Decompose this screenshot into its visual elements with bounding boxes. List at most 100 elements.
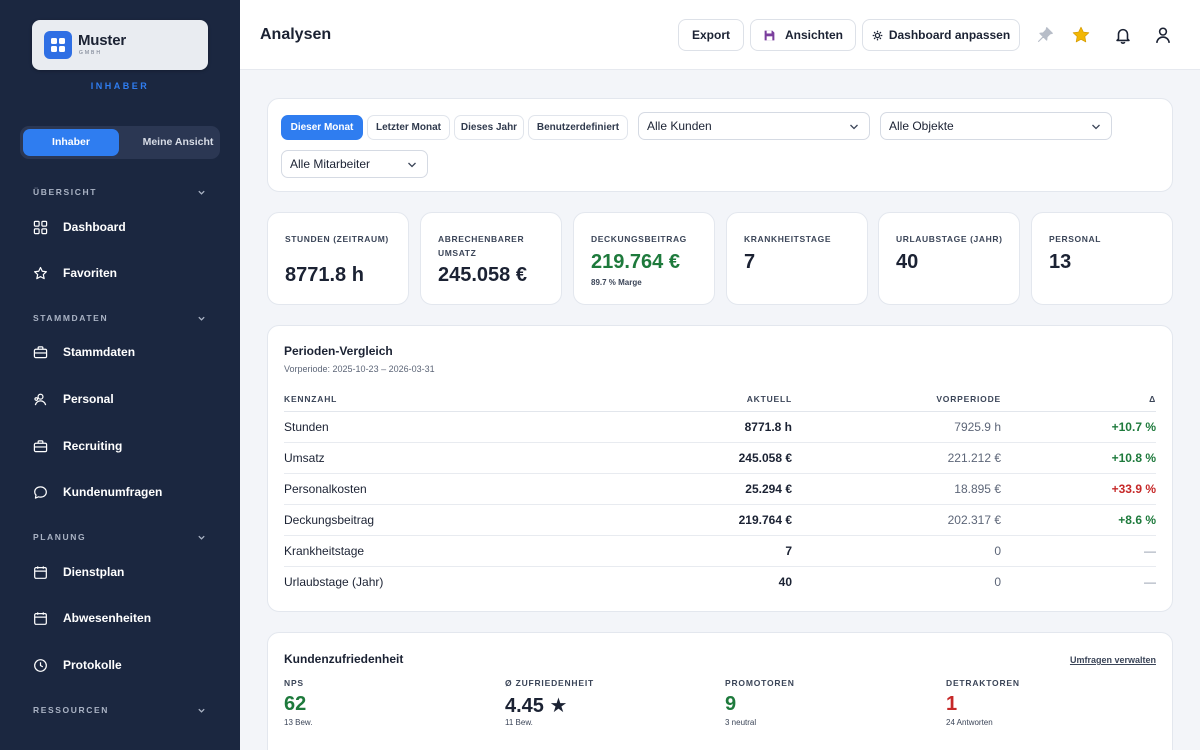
views-button[interactable]: Ansichten xyxy=(750,19,856,51)
nps-value: 62 xyxy=(284,693,307,715)
chevron-down-icon[interactable] xyxy=(197,314,206,323)
customize-button-label: Dashboard anpassen xyxy=(888,28,1011,42)
sidebar-item-kundenumfragen[interactable]: Kundenumfragen xyxy=(33,481,162,503)
kpi-value: 13 xyxy=(1049,251,1072,273)
period-chip-letzter-monat[interactable]: Letzter Monat xyxy=(367,115,450,140)
chevron-down-icon[interactable] xyxy=(197,533,206,542)
row-name: Urlaubstage (Jahr) xyxy=(284,574,384,589)
user-icon[interactable] xyxy=(1154,26,1172,44)
toggle-inhaber[interactable]: Inhaber xyxy=(23,129,119,156)
kpi-label: PERSONAL xyxy=(1049,234,1102,244)
chevron-down-icon xyxy=(850,124,858,130)
customer-select-value: Alle Kunden xyxy=(647,119,712,133)
row-delta: — xyxy=(1144,574,1156,589)
column-header-aktuell: AKTUELL xyxy=(584,387,792,412)
chevron-down-icon xyxy=(1092,124,1100,130)
top-bar: Analysen Export Ansichten Dashboard anpa… xyxy=(240,0,1200,70)
row-delta: +33.9 % xyxy=(1001,473,1156,505)
avg-satisfaction-value: 4.45 ★ xyxy=(505,695,568,717)
detractors-subtext: 24 Antworten xyxy=(946,718,993,727)
row-previous: 0 xyxy=(994,574,1001,589)
briefcase-icon xyxy=(33,439,48,452)
detractors-value: 1 xyxy=(946,693,958,715)
view-toggle: Inhaber Meine Ansicht xyxy=(20,126,220,159)
sidebar-item-dienstplan[interactable]: Dienstplan xyxy=(33,561,124,583)
kpi-label: ABRECHENBARER UMSATZ xyxy=(438,234,525,258)
sidebar-item-label: Dienstplan xyxy=(63,565,125,579)
star-outline-icon xyxy=(33,266,48,279)
bell-icon[interactable] xyxy=(1114,26,1132,44)
sidebar-item-label: Kundenumfragen xyxy=(63,485,163,499)
sidebar-item-protokolle[interactable]: Protokolle xyxy=(33,654,122,676)
chevron-down-icon[interactable] xyxy=(197,188,206,197)
sidebar-item-stammdaten[interactable]: Stammdaten xyxy=(33,341,135,363)
row-name: Deckungsbeitrag xyxy=(284,504,584,536)
row-delta: +10.8 % xyxy=(1001,442,1156,474)
employee-select-value: Alle Mitarbeiter xyxy=(290,157,371,171)
row-name: Personalkosten xyxy=(284,473,584,505)
avg-satisfaction-subtext: 11 Bew. xyxy=(505,718,533,727)
sidebar-item-label: Personal xyxy=(63,392,114,406)
column-header-kennzahl: KENNZAHL xyxy=(284,387,584,412)
sidebar-item-label: Protokolle xyxy=(63,658,122,672)
table-header-row: KENNZAHL AKTUELL VORPERIODE Δ xyxy=(284,387,1156,412)
section-planung-label[interactable]: PLANUNG xyxy=(33,532,87,542)
period-chip-benutzerdefiniert[interactable]: Benutzerdefiniert xyxy=(528,115,628,140)
logo-title: Muster xyxy=(78,32,126,49)
period-chip-dieser-monat[interactable]: Dieser Monat xyxy=(281,115,363,140)
detractors-label: DETRAKTOREN xyxy=(946,678,1020,688)
sidebar-item-label: Recruiting xyxy=(63,439,123,453)
employee-select[interactable]: Alle Mitarbeiter xyxy=(281,150,428,178)
toggle-meine-ansicht[interactable]: Meine Ansicht xyxy=(142,136,214,148)
sidebar: Muster GMBH INHABER Inhaber Meine Ansich… xyxy=(0,0,240,750)
period-chip-dieses-jahr[interactable]: Dieses Jahr xyxy=(454,115,524,140)
row-current: 219.764 € xyxy=(584,504,792,536)
sidebar-item-label: Favoriten xyxy=(63,266,118,280)
kpi-label: DECKUNGSBEITRAG xyxy=(591,234,687,244)
sidebar-item-abwesenheiten[interactable]: Abwesenheiten xyxy=(33,607,151,629)
row-current: 40 xyxy=(778,574,792,589)
table-row: Urlaubstage (Jahr) 40 0 — xyxy=(284,566,1156,597)
section-ressourcen-label[interactable]: RESSOURCEN xyxy=(33,705,109,715)
section-uebersicht-label[interactable]: ÜBERSICHT xyxy=(33,187,97,197)
sidebar-item-favoriten[interactable]: Favoriten xyxy=(33,262,117,284)
kpi-card-personal: PERSONAL 13 xyxy=(1031,212,1173,305)
object-select[interactable]: Alle Objekte xyxy=(880,112,1112,140)
row-previous: 18.895 € xyxy=(792,473,1001,505)
export-button[interactable]: Export xyxy=(678,19,744,51)
chevron-down-icon[interactable] xyxy=(197,706,206,715)
calendar-icon xyxy=(34,611,47,625)
views-button-label: Ansichten xyxy=(784,28,843,42)
column-header-vorperiode: VORPERIODE xyxy=(792,387,1001,412)
manage-surveys-link[interactable]: Umfragen verwalten xyxy=(1069,655,1156,665)
comparison-table: KENNZAHL AKTUELL VORPERIODE Δ Stunden 87… xyxy=(284,387,1156,597)
customer-select[interactable]: Alle Kunden xyxy=(638,112,870,140)
row-previous: 221.212 € xyxy=(792,442,1001,474)
object-select-value: Alle Objekte xyxy=(889,119,954,133)
sidebar-item-personal[interactable]: Personal xyxy=(33,388,114,410)
row-current: 8771.8 h xyxy=(584,411,792,443)
row-current: 7 xyxy=(584,535,792,567)
customize-dashboard-button[interactable]: Dashboard anpassen xyxy=(862,19,1020,51)
row-name: Krankheitstage xyxy=(284,535,584,567)
gear-icon xyxy=(872,30,883,40)
section-stammdaten-label[interactable]: STAMMDATEN xyxy=(33,313,109,323)
sidebar-item-recruiting[interactable]: Recruiting xyxy=(33,435,122,457)
kpi-value: 245.058 € xyxy=(438,264,527,286)
calendar-icon xyxy=(34,565,47,579)
table-row: Deckungsbeitrag 219.764 € 202.317 € +8.6… xyxy=(284,504,1156,536)
table-row: Personalkosten 25.294 € 18.895 € +33.9 % xyxy=(284,473,1156,505)
sidebar-item-dashboard[interactable]: Dashboard xyxy=(33,216,126,238)
row-current: 25.294 € xyxy=(584,473,792,505)
role-label: INHABER xyxy=(90,81,150,91)
company-logo[interactable]: Muster GMBH xyxy=(32,20,208,70)
promoters-label: PROMOTOREN xyxy=(725,678,795,688)
row-previous: 202.317 € xyxy=(792,504,1001,536)
column-header-delta: Δ xyxy=(1001,387,1156,412)
pin-icon[interactable] xyxy=(1036,26,1054,44)
promoters-subtext: 3 neutral xyxy=(725,718,757,727)
nps-subtext: 13 Bew. xyxy=(284,718,313,727)
kpi-card-umsatz: ABRECHENBARER UMSATZ 245.058 € xyxy=(420,212,562,305)
star-icon[interactable] xyxy=(1072,26,1090,44)
row-previous: 0 xyxy=(792,535,1001,567)
